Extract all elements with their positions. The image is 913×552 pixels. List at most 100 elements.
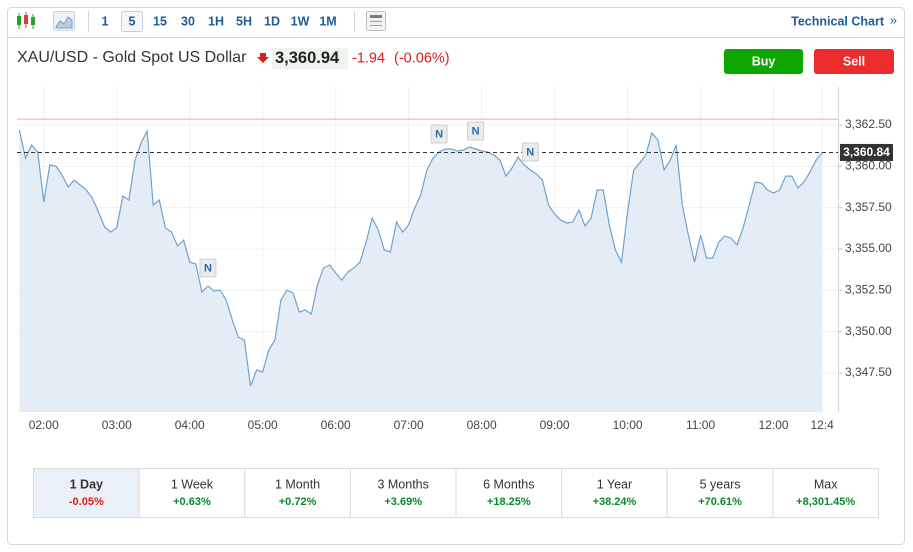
plot: 02:00 03:00 04:00 05:00 06:00 07:00 08:00 09:00… [17, 87, 893, 432]
interval-label: 1H [208, 14, 224, 28]
price-highlight [272, 48, 348, 69]
news-marker-label: N [472, 125, 480, 137]
period-cell-bg [561, 468, 668, 518]
interval-label: 30 [181, 14, 195, 28]
x-tick-label: 12:4 [811, 418, 835, 432]
interval-button[interactable]: 15 [153, 14, 167, 28]
change: -1.94 [352, 50, 385, 66]
period-change: +38.24% [593, 496, 637, 508]
news-marker-label: N [204, 262, 212, 274]
x-tick-label: 10:00 [613, 418, 643, 432]
period-change: +18.25% [487, 496, 531, 508]
news-marker-box [467, 121, 485, 141]
candlestick-icon[interactable] [17, 12, 35, 29]
period-label: 6 Months [483, 477, 534, 491]
area-fill [19, 130, 823, 412]
x-tick-label: 08:00 [467, 418, 497, 432]
period-label: 3 Months [377, 477, 428, 491]
period-cell[interactable]: 3 Months +3.69% [349, 468, 457, 518]
y-tick-label: 3,352.50 [845, 283, 892, 297]
change-percent: (-0.06%) [394, 50, 450, 66]
area-icon[interactable] [53, 11, 75, 31]
interval-label: 15 [153, 14, 167, 28]
price: 3,360.94 [275, 49, 340, 67]
period-cell[interactable]: 1 Year +38.24% [561, 468, 668, 518]
period-label: Max [814, 477, 838, 491]
period-cell-bg [138, 468, 246, 518]
interval-button[interactable]: 5 [121, 11, 143, 32]
period-cell[interactable]: 1 Week +0.63% [138, 468, 246, 518]
interval-label: 1M [319, 14, 336, 28]
interval-label: 5H [236, 14, 252, 28]
period-change: +8,301.45% [796, 496, 855, 508]
period-cell[interactable]: Max +8,301.45% [772, 468, 879, 518]
buy-label: Buy [752, 54, 776, 68]
news-marker[interactable]: N [199, 258, 217, 278]
y-tick-label: 3,347.50 [845, 365, 892, 379]
period-change: +3.69% [384, 496, 422, 508]
period-cell-bg [455, 468, 563, 518]
interval-button[interactable]: 1H [208, 14, 224, 28]
x-tick-label: 11:00 [686, 418, 715, 432]
x-tick-label: 04:00 [175, 418, 205, 432]
interval-label: 5 [129, 14, 136, 28]
x-tick-label: 05:00 [248, 418, 278, 432]
period-cell-bg [349, 468, 457, 518]
period-label: 5 years [700, 477, 741, 491]
period-change: +70.61% [698, 496, 742, 508]
interval-label: 1D [264, 14, 280, 28]
x-tick-label: 02:00 [29, 418, 59, 432]
x-tick-label: 12:00 [759, 418, 789, 432]
interval-button[interactable]: 1D [264, 14, 280, 28]
instrument-name: XAU/USD - Gold Spot US Dollar [17, 49, 247, 66]
period-change: -0.05% [69, 496, 104, 508]
period-label: 1 Week [171, 477, 214, 491]
interval-button[interactable]: 5H [236, 14, 252, 28]
last-price-box [840, 143, 893, 161]
last-price-label: 3,360.84 [843, 145, 890, 159]
sell-label: Sell [843, 54, 865, 68]
period-change: +0.72% [279, 496, 317, 508]
table-icon[interactable] [366, 11, 386, 31]
technical-chart-link[interactable]: Technical Chart [791, 14, 885, 28]
interval-button[interactable]: 1M [319, 14, 336, 28]
performance-table: 1 Day -0.05% 1 Week +0.63% 1 Month +0.72% 3 Mo… [33, 468, 879, 518]
interval-button[interactable]: 30 [181, 14, 195, 28]
y-tick-label: 3,350.00 [845, 324, 892, 338]
interval-buttons: 1 5 15 30 1H 5H 1D 1W 1M [102, 11, 337, 32]
period-label: 1 Day [70, 477, 103, 491]
period-cell[interactable]: 1 Month +0.72% [244, 468, 351, 518]
period-change: +0.63% [173, 496, 211, 508]
sell-button[interactable]: Sell [814, 49, 894, 74]
period-cell[interactable]: 1 Day -0.05% [33, 468, 140, 518]
interval-button[interactable]: 1W [291, 14, 310, 28]
x-tick-label: 06:00 [321, 418, 351, 432]
period-cell[interactable]: 5 years +70.61% [666, 468, 774, 518]
interval-label: 1 [102, 14, 109, 28]
y-tick-label: 3,362.50 [845, 117, 892, 131]
news-marker[interactable]: N [430, 124, 448, 144]
y-tick-label: 3,360.00 [845, 159, 892, 173]
news-marker-box [521, 142, 539, 162]
news-marker[interactable]: N [521, 142, 539, 162]
news-marker-box [199, 258, 217, 278]
x-tick-label: 07:00 [394, 418, 424, 432]
price-line [18, 128, 823, 387]
period-label: 1 Year [597, 477, 632, 491]
news-marker-label: N [526, 146, 534, 158]
buy-button[interactable]: Buy [724, 49, 803, 74]
period-cell-bg [33, 468, 140, 518]
interval-button[interactable]: 1 [102, 14, 109, 28]
news-marker[interactable]: N [467, 121, 485, 141]
technical-chart-arrow: » [890, 12, 897, 27]
y-tick-label: 3,357.50 [845, 200, 892, 214]
y-tick-label: 3,355.00 [845, 241, 892, 255]
period-cell-bg [244, 468, 351, 518]
period-label: 1 Month [275, 477, 320, 491]
period-cell[interactable]: 6 Months +18.25% [455, 468, 563, 518]
down-arrow [257, 53, 269, 63]
period-cell-bg [772, 468, 879, 518]
news-marker-box [430, 124, 448, 144]
